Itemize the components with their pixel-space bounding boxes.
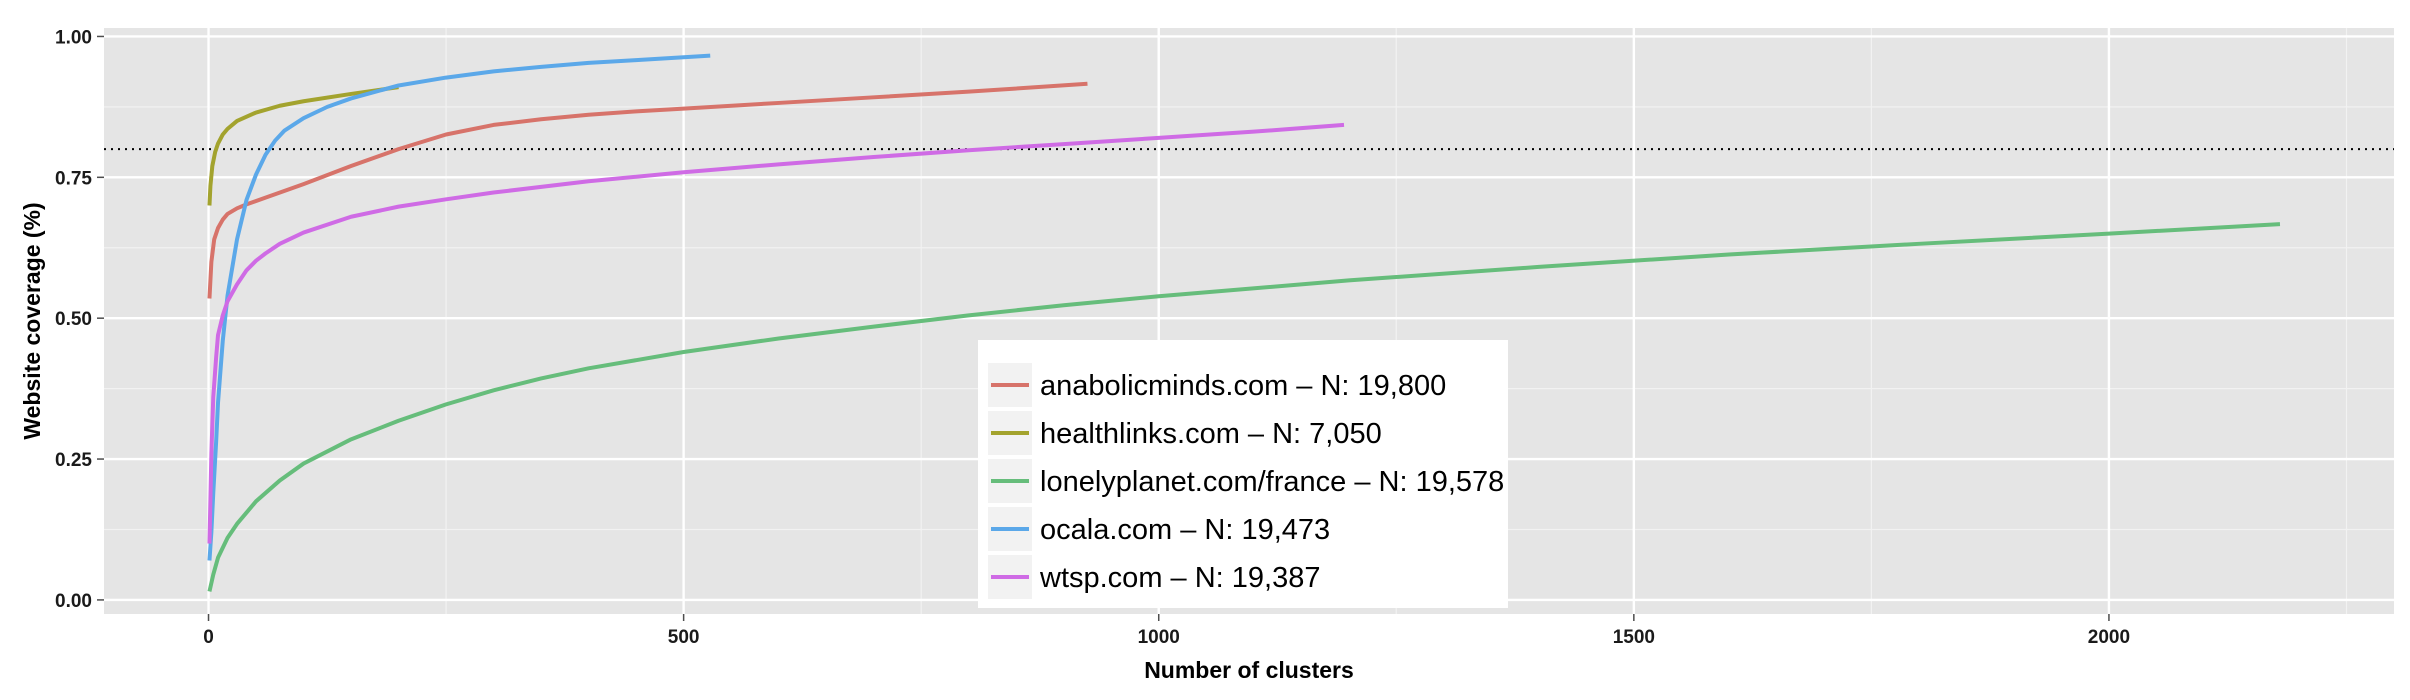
- x-tick-labels: 0 500 1000 1500 2000: [203, 627, 2130, 648]
- x-tick-label: 1000: [1138, 627, 1180, 648]
- legend: anabolicminds.com – N: 19,800 healthlinks…: [978, 340, 1508, 608]
- legend-label: healthlinks.com – N: 7,050: [1040, 418, 1382, 450]
- series-line: [207, 122, 1345, 544]
- series-lines: [207, 53, 2281, 592]
- series-line: [207, 53, 711, 561]
- y-tick-label: 0.75: [55, 168, 92, 189]
- series-line: [207, 81, 1088, 299]
- y-axis-title: Website coverage (%): [19, 202, 45, 439]
- x-tick-label: 1500: [1613, 627, 1655, 648]
- x-tick-label: 0: [203, 627, 214, 648]
- y-tick-label: 0.00: [55, 591, 92, 612]
- y-tick-label: 1.00: [55, 27, 92, 48]
- y-tick-label: 0.50: [55, 309, 92, 330]
- y-tick-labels: 0.00 0.25 0.50 0.75 1.00: [55, 27, 92, 611]
- x-axis-title: Number of clusters: [1144, 657, 1354, 683]
- x-tick-label: 500: [668, 627, 700, 648]
- legend-box: [978, 340, 1508, 608]
- x-tick-label: 2000: [2088, 627, 2130, 648]
- legend-label: wtsp.com – N: 19,387: [1039, 562, 1320, 594]
- axis-ticks: [97, 35, 2110, 621]
- y-tick-label: 0.25: [55, 450, 92, 471]
- legend-label: anabolicminds.com – N: 19,800: [1040, 370, 1446, 402]
- series-line: [207, 222, 2281, 592]
- series-line: [207, 85, 399, 206]
- legend-label: ocala.com – N: 19,473: [1040, 514, 1330, 546]
- legend-label: lonelyplanet.com/france – N: 19,578: [1040, 466, 1504, 498]
